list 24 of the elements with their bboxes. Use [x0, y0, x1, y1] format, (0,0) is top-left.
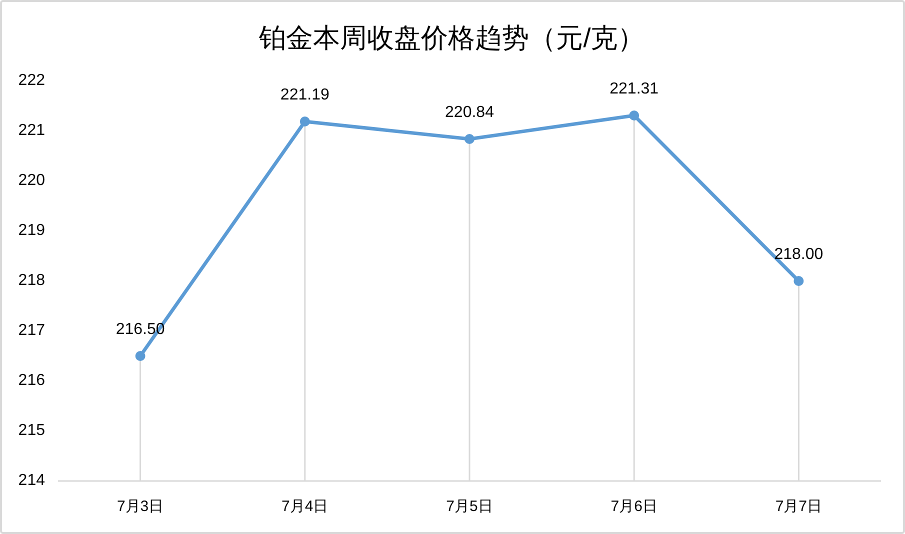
data-label: 220.84: [445, 104, 494, 122]
data-label: 221.19: [280, 86, 330, 104]
title: 铂金本周收盘价格趋势（元/克）: [259, 23, 645, 54]
y-tick-label: 219: [18, 222, 46, 240]
x-tick-label: 7月3日: [116, 498, 164, 515]
y-tick-label: 218: [18, 272, 46, 290]
point: [135, 351, 146, 361]
y-tick-label: 214: [18, 472, 46, 490]
y-tick-label: 216: [18, 372, 46, 390]
y-tick-label: 220: [18, 172, 46, 190]
x-tick-label: 7月6日: [610, 498, 658, 515]
data-label: 221.31: [610, 80, 659, 98]
x-tick-label: 7月4日: [282, 498, 328, 515]
x-tick-label: 7月5日: [446, 498, 493, 515]
y-tick-label: 217: [18, 322, 46, 340]
y-tick-label: 215: [18, 422, 46, 440]
point: [464, 134, 474, 144]
y-tick-label: 221: [18, 122, 46, 140]
point: [629, 110, 640, 120]
x-tick-label: 7月7日: [775, 498, 822, 515]
point: [794, 276, 804, 286]
point: [300, 116, 310, 126]
data-label: 218.00: [774, 246, 824, 264]
y-tick-label: 222: [18, 72, 46, 90]
